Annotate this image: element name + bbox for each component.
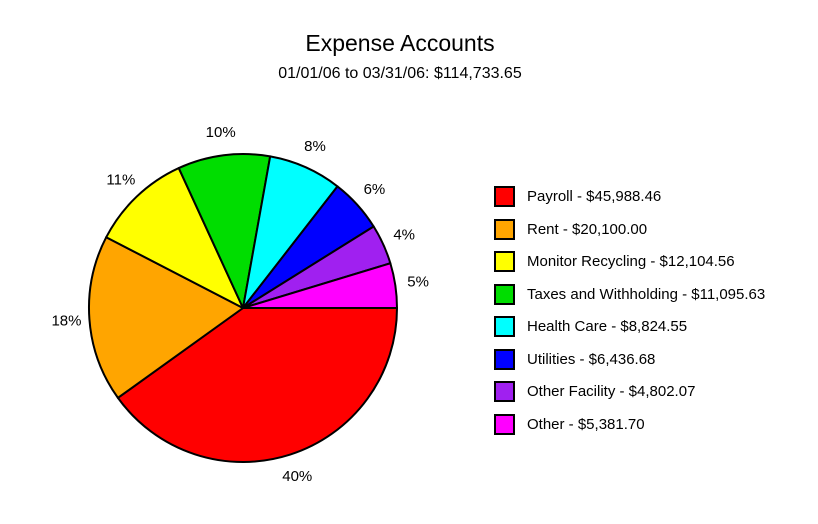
legend-label: Other Facility - $4,802.07 bbox=[527, 383, 696, 400]
legend-label: Health Care - $8,824.55 bbox=[527, 318, 688, 335]
percent-label-1: 18% bbox=[51, 312, 81, 329]
legend-swatch-icon bbox=[494, 348, 515, 370]
legend-swatch-icon bbox=[494, 186, 515, 207]
legend-item-2: Monitor Recycling - $12,104.56 bbox=[494, 251, 765, 272]
legend-item-7: Other - $5,381.70 bbox=[494, 413, 765, 435]
pie-slice-7 bbox=[242, 262, 398, 309]
legend-swatch-icon bbox=[494, 413, 515, 435]
pie-slice-1 bbox=[88, 236, 244, 399]
percent-label-7: 5% bbox=[407, 274, 429, 291]
legend-label: Taxes and Withholding - $11,095.63 bbox=[527, 285, 766, 303]
legend-item-6: Other Facility - $4,802.07 bbox=[494, 381, 765, 402]
chart-subtitle: 01/01/06 to 03/31/06: $114,733.65 bbox=[278, 65, 522, 82]
legend-label: Other - $5,381.70 bbox=[527, 415, 645, 433]
chart-title: Expense Accounts bbox=[305, 30, 495, 56]
legend-swatch-icon bbox=[494, 251, 515, 272]
legend-label: Payroll - $45,988.46 bbox=[527, 188, 662, 205]
percent-label-6: 4% bbox=[393, 226, 415, 243]
percent-label-4: 8% bbox=[304, 138, 326, 155]
legend-label: Utilities - $6,436.68 bbox=[527, 350, 656, 368]
pie-slice-3 bbox=[177, 153, 272, 309]
pie-slice-2 bbox=[105, 167, 244, 309]
legend-item-3: Taxes and Withholding - $11,095.63 bbox=[494, 283, 766, 305]
legend-label: Monitor Recycling - $12,104.56 bbox=[527, 253, 735, 270]
percent-label-0: 40% bbox=[282, 468, 312, 485]
pie-slice-0 bbox=[116, 307, 398, 463]
legend-swatch-icon bbox=[494, 381, 515, 402]
legend-item-1: Rent - $20,100.00 bbox=[494, 218, 765, 240]
legend-swatch-icon bbox=[494, 283, 515, 305]
legend-item-0: Payroll - $45,988.46 bbox=[494, 186, 765, 207]
legend-swatch-icon bbox=[494, 218, 515, 240]
legend: Payroll - $45,988.46 Rent - $20,100.00 Mon… bbox=[494, 186, 765, 435]
percent-label-2: 11% bbox=[106, 171, 135, 188]
legend-label: Rent - $20,100.00 bbox=[527, 220, 648, 238]
legend-item-5: Utilities - $6,436.68 bbox=[494, 348, 765, 370]
legend-swatch-icon bbox=[494, 316, 515, 337]
percent-label-5: 6% bbox=[364, 181, 386, 198]
percent-label-3: 10% bbox=[206, 124, 236, 141]
legend-item-4: Health Care - $8,824.55 bbox=[494, 316, 765, 337]
